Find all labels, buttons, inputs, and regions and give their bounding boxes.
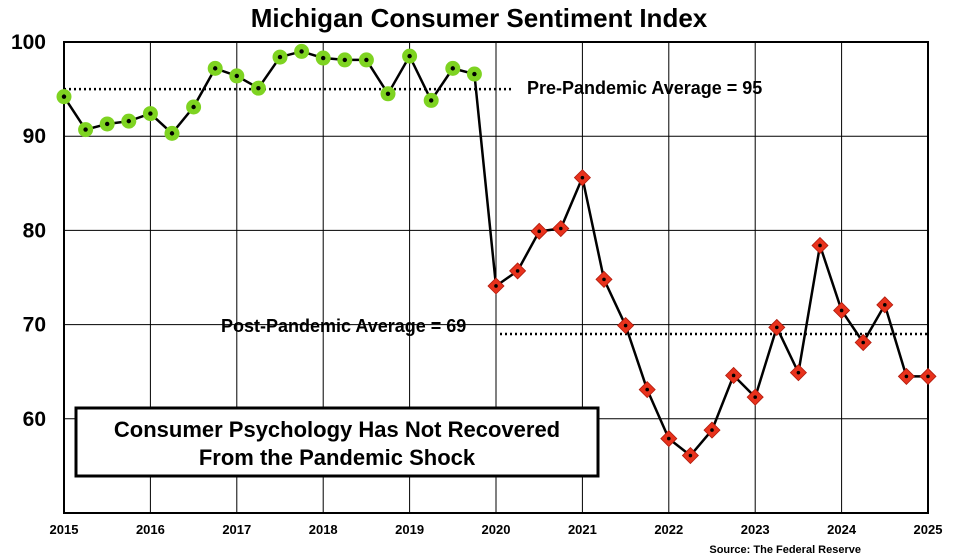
x-tick-label: 2018 <box>309 522 338 537</box>
callout-box-border <box>74 406 600 478</box>
y-tick-label: 90 <box>23 125 46 148</box>
data-point-center <box>169 131 175 136</box>
data-point-center <box>213 66 218 71</box>
data-point-center <box>883 303 887 307</box>
callout-box: Consumer Psychology Has Not Recovered Fr… <box>74 406 600 478</box>
data-point-center <box>299 49 304 54</box>
sentiment-series <box>56 43 937 465</box>
data-point-center <box>364 57 369 63</box>
y-tick-label: 80 <box>23 219 46 242</box>
data-point-center <box>753 395 757 399</box>
data-point-center <box>234 73 239 79</box>
data-point-center <box>623 323 628 328</box>
data-point-center <box>926 374 930 379</box>
y-tick-label: 60 <box>23 408 46 431</box>
x-tick-label: 2015 <box>50 522 79 537</box>
data-point-center <box>775 325 779 330</box>
chart-title: Michigan Consumer Sentiment Index <box>251 3 708 33</box>
post-pandemic-average-label: Post-Pandemic Average = 69 <box>221 316 466 336</box>
data-point-center <box>731 373 736 378</box>
data-point-center <box>839 308 844 313</box>
data-point-center <box>61 94 67 99</box>
data-point-center <box>191 104 196 110</box>
data-point-center <box>904 374 909 379</box>
data-point-center <box>645 387 649 392</box>
callout-line-2: From the Pandemic Shock <box>199 445 476 470</box>
data-point-center <box>580 175 585 180</box>
data-point-center <box>602 277 606 282</box>
x-tick-label: 2025 <box>914 522 943 537</box>
data-point-center <box>515 269 520 273</box>
data-point-center <box>861 340 865 345</box>
data-point-center <box>385 91 391 97</box>
x-axis-ticks: 2015 2016 2017 2018 2019 2020 2021 2022 2023 2024… <box>50 522 943 537</box>
data-point-center <box>710 428 714 432</box>
data-point-center <box>126 118 131 124</box>
x-tick-label: 2022 <box>654 522 683 537</box>
data-point-center <box>537 229 541 234</box>
y-tick-label: 100 <box>11 31 46 54</box>
x-tick-label: 2023 <box>741 522 770 537</box>
data-point-center <box>688 453 693 458</box>
y-tick-label: 70 <box>23 314 46 337</box>
data-point-center <box>472 71 477 77</box>
y-axis-ticks: 60 70 80 90 100 <box>11 31 46 431</box>
x-tick-label: 2021 <box>568 522 597 537</box>
data-point-center <box>818 243 822 248</box>
data-point-center <box>429 98 434 103</box>
x-tick-label: 2019 <box>395 522 424 537</box>
data-point-center <box>407 53 412 59</box>
data-point-center <box>321 55 326 61</box>
data-point-center <box>494 284 498 288</box>
data-point-center <box>667 436 671 441</box>
data-point-center <box>277 54 283 60</box>
x-tick-label: 2020 <box>482 522 511 537</box>
data-point-center <box>148 111 153 116</box>
pre-pandemic-average-label: Pre-Pandemic Average = 95 <box>527 78 762 98</box>
data-point-center <box>796 370 801 375</box>
plot-frame <box>63 41 929 514</box>
source-note: Source: The Federal Reserve <box>709 544 861 556</box>
x-tick-label: 2024 <box>827 522 857 537</box>
data-point-center <box>105 121 110 127</box>
data-point-center <box>342 57 347 63</box>
x-tick-label: 2016 <box>136 522 165 537</box>
data-point-center <box>450 66 455 71</box>
data-point-center <box>559 226 563 231</box>
data-point-center <box>256 85 261 91</box>
callout-line-1: Consumer Psychology Has Not Recovered <box>114 417 560 442</box>
data-point-center <box>83 127 88 132</box>
x-tick-label: 2017 <box>222 522 251 537</box>
